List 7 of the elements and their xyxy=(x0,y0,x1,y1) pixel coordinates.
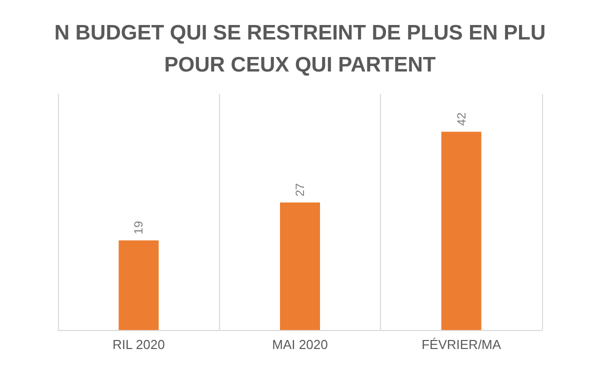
data-label: 42 xyxy=(454,112,468,126)
x-tick-label: FÉVRIER/MA xyxy=(422,337,502,352)
x-tick-label: MAI 2020 xyxy=(272,337,328,352)
x-tick-label: RIL 2020 xyxy=(112,337,165,352)
data-label: 19 xyxy=(132,220,146,234)
data-label: 27 xyxy=(293,182,307,197)
chart-title: N BUDGET QUI SE RESTREINT DE PLUS EN PLU POUR CEUX QUI PARTENT xyxy=(54,22,546,76)
